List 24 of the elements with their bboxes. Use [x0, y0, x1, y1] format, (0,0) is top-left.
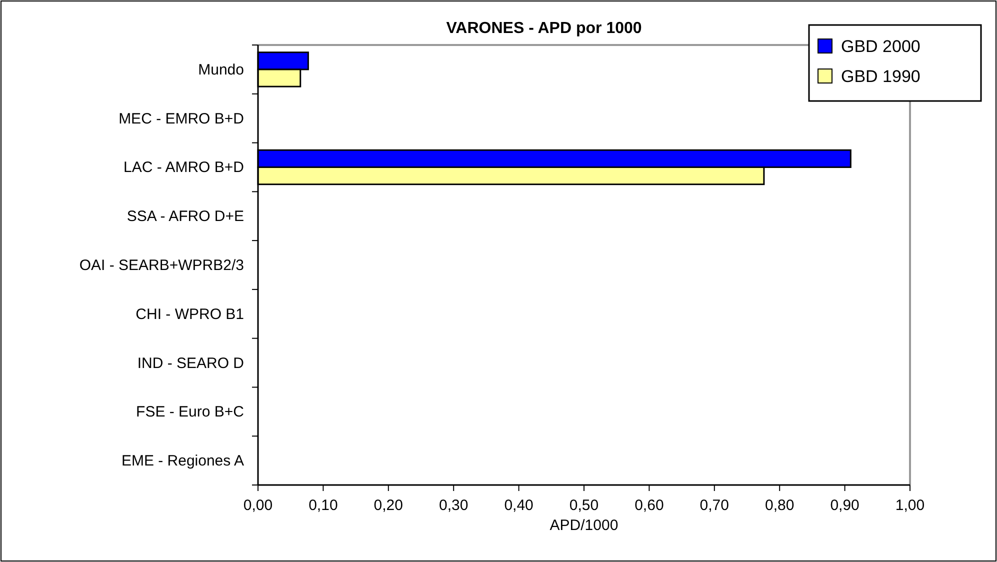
x-tick-label: 0,40	[504, 497, 534, 514]
x-tick-label: 0,30	[439, 497, 468, 514]
x-axis-title: APD/1000	[550, 517, 618, 534]
y-tick-label: CHI - WPRO B1	[136, 306, 244, 323]
x-tick-label: 0,60	[634, 497, 664, 514]
y-tick-label: EME - Regiones A	[121, 452, 244, 470]
y-tick-label: Mundo	[198, 61, 244, 78]
legend-label: GBD 1990	[841, 67, 920, 86]
x-tick-label: 0,20	[374, 497, 403, 514]
y-tick-label: IND - SEARO D	[137, 354, 244, 372]
x-tick-label: 0,90	[830, 497, 860, 514]
chart-title: VARONES - APD por 1000	[446, 20, 642, 37]
y-tick-label: SSA - AFRO D+E	[126, 208, 244, 226]
x-tick-label: 0,00	[243, 497, 273, 514]
x-tick-label: 0,10	[308, 497, 338, 514]
y-tick-label: FSE - Euro B+C	[136, 404, 244, 421]
x-tick-label: 1,00	[895, 497, 925, 514]
y-tick-label: MEC - EMRO B+D	[118, 110, 244, 128]
x-tick-label: 0,70	[700, 497, 729, 514]
legend-label: GBD 2000	[841, 37, 920, 56]
y-tick-label: OAI - SEARB+WPRB2/3	[79, 257, 244, 274]
x-tick-label: 0,80	[765, 497, 794, 514]
x-tick-label: 0,50	[569, 497, 599, 514]
y-tick-label: LAC - AMRO B+D	[124, 159, 244, 176]
